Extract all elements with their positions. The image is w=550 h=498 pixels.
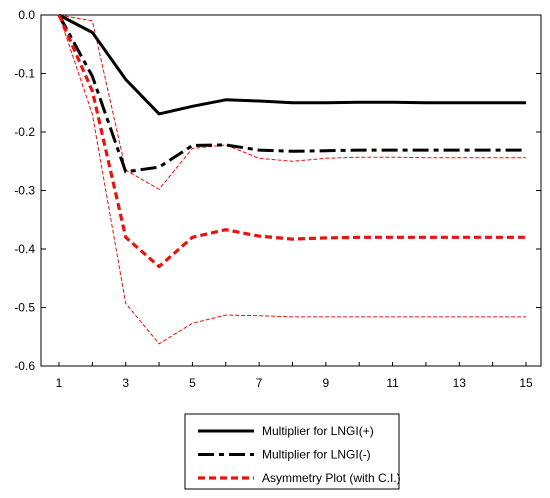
tick-layer: 0.0-0.1-0.2-0.3-0.4-0.5-0.61 3 5 7 9 11 13 15 xyxy=(14,8,541,390)
x-tick-label: 13 xyxy=(453,376,467,390)
asymmetry-plot-line xyxy=(57,14,526,269)
lngi-negative-multiplier-line xyxy=(57,14,526,174)
legend-label: Asymmetry Plot (with C.I.) xyxy=(262,471,401,485)
legend-label: Multiplier for LNGI(+) xyxy=(262,424,374,438)
x-tick-label: 1 xyxy=(56,376,63,390)
y-tick-label: -0.5 xyxy=(14,301,35,315)
y-tick-label: -0.2 xyxy=(14,125,35,139)
legend-entry-asymmetry: Asymmetry Plot (with C.I.) xyxy=(198,471,401,485)
y-tick-label: -0.4 xyxy=(14,242,35,256)
legend: Multiplier for LNGI(+) Multiplier for LNG… xyxy=(184,413,401,490)
y-tick-label: -0.3 xyxy=(14,184,35,198)
series-layer xyxy=(57,13,526,345)
x-tick-label: 15 xyxy=(519,376,533,390)
y-tick-label: -0.1 xyxy=(14,67,35,81)
legend-entry-lngi-positive: Multiplier for LNGI(+) xyxy=(198,424,374,438)
asymmetry-ci-upper-line xyxy=(58,14,526,190)
x-tick-label: 3 xyxy=(122,376,129,390)
asymmetry-ci-lower-line xyxy=(58,14,526,345)
x-tick-label: 9 xyxy=(323,376,330,390)
legend-entry-lngi-negative: Multiplier for LNGI(-) xyxy=(198,448,371,462)
legend-label: Multiplier for LNGI(-) xyxy=(262,448,371,462)
x-tick-label: 5 xyxy=(189,376,196,390)
lngi-positive-multiplier-line xyxy=(58,13,526,116)
x-tick-label: 11 xyxy=(386,376,399,390)
y-tick-label: 0.0 xyxy=(18,8,35,22)
x-tick-label: 7 xyxy=(256,376,263,390)
y-tick-label: -0.6 xyxy=(14,359,35,373)
